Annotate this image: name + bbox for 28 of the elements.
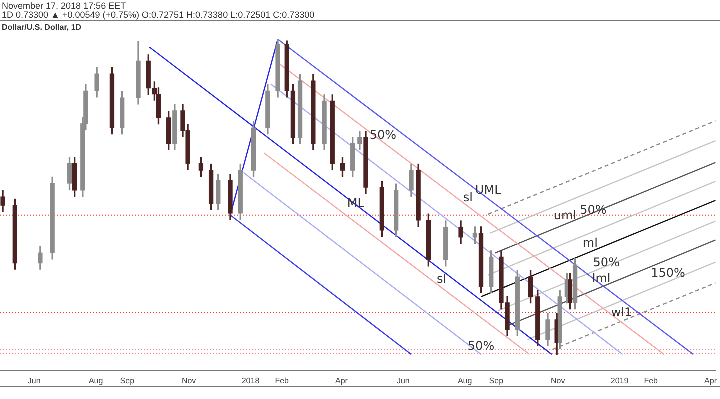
- annotation: 50%: [370, 128, 397, 142]
- x-tick-label: Aug: [88, 376, 104, 386]
- x-tick-label: Nov: [182, 376, 196, 386]
- annotation: 150%: [651, 266, 686, 280]
- x-tick-label: Apr: [336, 376, 348, 386]
- chart-title: Dollar/U.S. Dollar, 1D: [2, 23, 82, 32]
- x-tick-label: Jun: [396, 376, 410, 386]
- annotation: 50%: [468, 338, 495, 353]
- annotation: uml: [554, 208, 576, 223]
- annotation: 50%: [593, 256, 620, 270]
- annotation: ml: [582, 236, 598, 250]
- annotation: sl: [437, 272, 447, 286]
- x-tick-label: Aug: [458, 376, 472, 386]
- x-tick-label: Sep: [489, 376, 504, 386]
- x-tick-label: Jun: [28, 376, 41, 386]
- chart-subtitle: 1D 0.73300 ▲ +0.00549 (+0.75%) O:0.72751 H:0.73380 L:0.72501 C:0.73300: [2, 10, 315, 20]
- x-tick-label: Feb: [275, 376, 290, 386]
- x-tick-label: Apr: [704, 376, 718, 386]
- annotation: wl1: [611, 306, 632, 320]
- x-tick-label: Feb: [644, 376, 659, 386]
- text: November 17, 2018 17:56 EET: [2, 1, 126, 11]
- annotation: lml: [592, 271, 611, 286]
- x-tick-label: Sep: [120, 376, 136, 386]
- x-tick-label: 2018: [242, 376, 260, 386]
- x-tick-label: Nov: [550, 376, 566, 386]
- annotation: UML: [475, 183, 502, 198]
- x-tick-label: 2019: [610, 376, 630, 386]
- annotation: sl: [463, 190, 473, 205]
